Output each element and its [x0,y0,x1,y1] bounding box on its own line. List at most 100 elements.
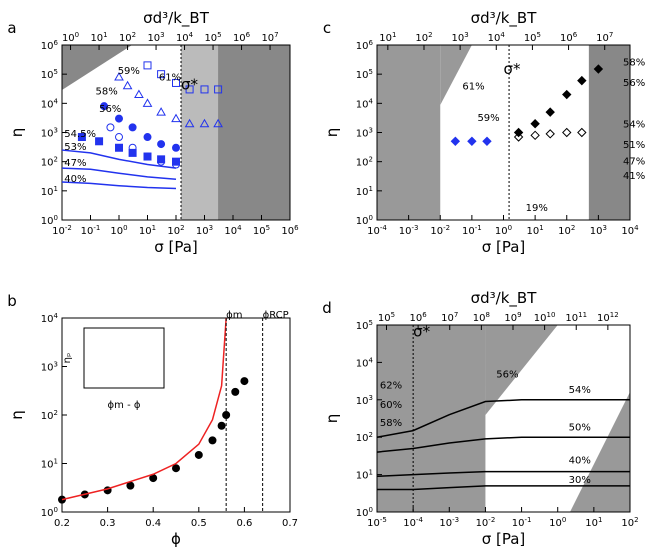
data-point [199,118,210,128]
y-tick-label: 106 [41,39,59,52]
x-tick-label: 10-3 [439,516,459,529]
annotation: ϕRCP [263,310,289,321]
top-tick-label: 103 [147,31,164,44]
annotation: 61% [462,81,484,92]
data-point [115,143,123,152]
x-tick-label: 0.2 [54,518,70,529]
series-line [376,436,630,453]
shaded-region [377,45,441,220]
x-tick-label: 102 [167,224,184,237]
annotation: ϕm [226,310,242,321]
annotation: 62% [380,381,402,392]
y-tick-label: 104 [41,97,59,110]
y-tick-label: 101 [356,469,373,482]
x-tick-label: 10-2 [430,224,450,237]
top-tick-label: 102 [415,31,432,44]
data-point [172,143,180,152]
data-point [194,450,203,459]
y-tick-label: 105 [356,319,373,332]
data-point [530,119,540,129]
x-tick-label: 0.4 [145,518,161,529]
annotation: 56% [623,78,645,89]
data-point [114,71,124,81]
data-point [172,78,180,87]
y-tick-label: 103 [41,361,58,374]
x-axis-label: σ [Pa] [154,238,198,256]
top-tick-label: 105 [204,31,221,44]
y-tick-label: 103 [356,394,373,407]
top-tick-label: 103 [452,31,469,44]
top-tick-label: 1012 [597,311,619,324]
x-tick-label: 101 [139,224,156,237]
data-point [171,113,181,123]
panel-c: 10-4 10-3 10-2 10-1 100 101 102 103 104100101102… [323,9,645,256]
annotation: 54% [623,119,645,130]
y-tick-label: 101 [41,185,58,198]
data-point [122,80,133,90]
data-point [450,136,461,146]
data-point [214,85,223,94]
shaded-region [570,392,630,512]
data-point [143,152,152,161]
data-point [213,118,223,128]
data-point [128,148,137,157]
data-point [157,140,166,149]
y-tick-label: 101 [41,458,58,471]
x-tick-label: 0.5 [191,518,207,529]
top-tick-label: 109 [504,311,521,324]
shaded-region [62,45,132,90]
inset-y-label: ηₚ [62,353,73,364]
top-tick-label: 106 [233,31,251,44]
data-point [240,377,249,386]
y-axis-label: η [8,128,26,138]
series-line [61,167,177,180]
data-point [142,98,153,107]
data-point [577,75,587,86]
y-tick-label: 105 [41,68,58,81]
annotation: 58% [623,57,645,68]
x-tick-label: 10-1 [81,224,101,237]
annotation: 54.5% [64,129,96,140]
annotation: 50% [569,423,591,434]
panel-d: 10-5 10-4 10-3 10-2 10-1 100 101 10210010110210… [322,289,638,548]
shaded-region [218,45,290,220]
panel-letter: a [7,19,16,37]
x-tick-label: 102 [621,516,638,529]
x-tick-label: 105 [253,224,270,237]
y-tick-label: 104 [356,356,374,369]
y-tick-label: 102 [356,156,373,169]
shaded-region [377,325,486,512]
shaded-region [588,45,630,220]
data-point [562,89,572,100]
x-tick-label: 10-2 [476,516,496,529]
top-tick-label: 1010 [534,311,556,324]
x-tick-label: 10-2 [52,224,72,237]
panel-letter: d [322,299,332,317]
annotation: 58% [96,87,118,98]
top-tick-label: 108 [473,311,490,324]
x-tick-label: 10-4 [367,224,387,237]
data-point [562,127,572,138]
x-tick-label: 10-1 [462,224,482,237]
y-tick-label: 104 [41,312,59,325]
data-point [157,70,166,79]
data-point [593,64,604,74]
annotation: 59% [118,66,140,77]
data-point [128,123,137,132]
top-tick-label: 106 [560,31,578,44]
annotation: 56% [496,369,518,380]
y-axis-label: η [323,128,341,138]
annotation: 47% [623,156,645,167]
y-tick-label: 103 [41,127,58,140]
y-tick-label: 106 [356,39,374,52]
annotation: 59% [477,113,499,124]
top-tick-label: 107 [261,31,278,44]
x-tick-label: 101 [585,516,602,529]
annotation: 19% [526,203,548,214]
annotation: 41% [623,171,645,182]
shaded-region [485,325,558,415]
x-tick-label: 100 [110,224,127,237]
annotation: σ* [181,75,199,93]
inset-frame [83,327,165,389]
